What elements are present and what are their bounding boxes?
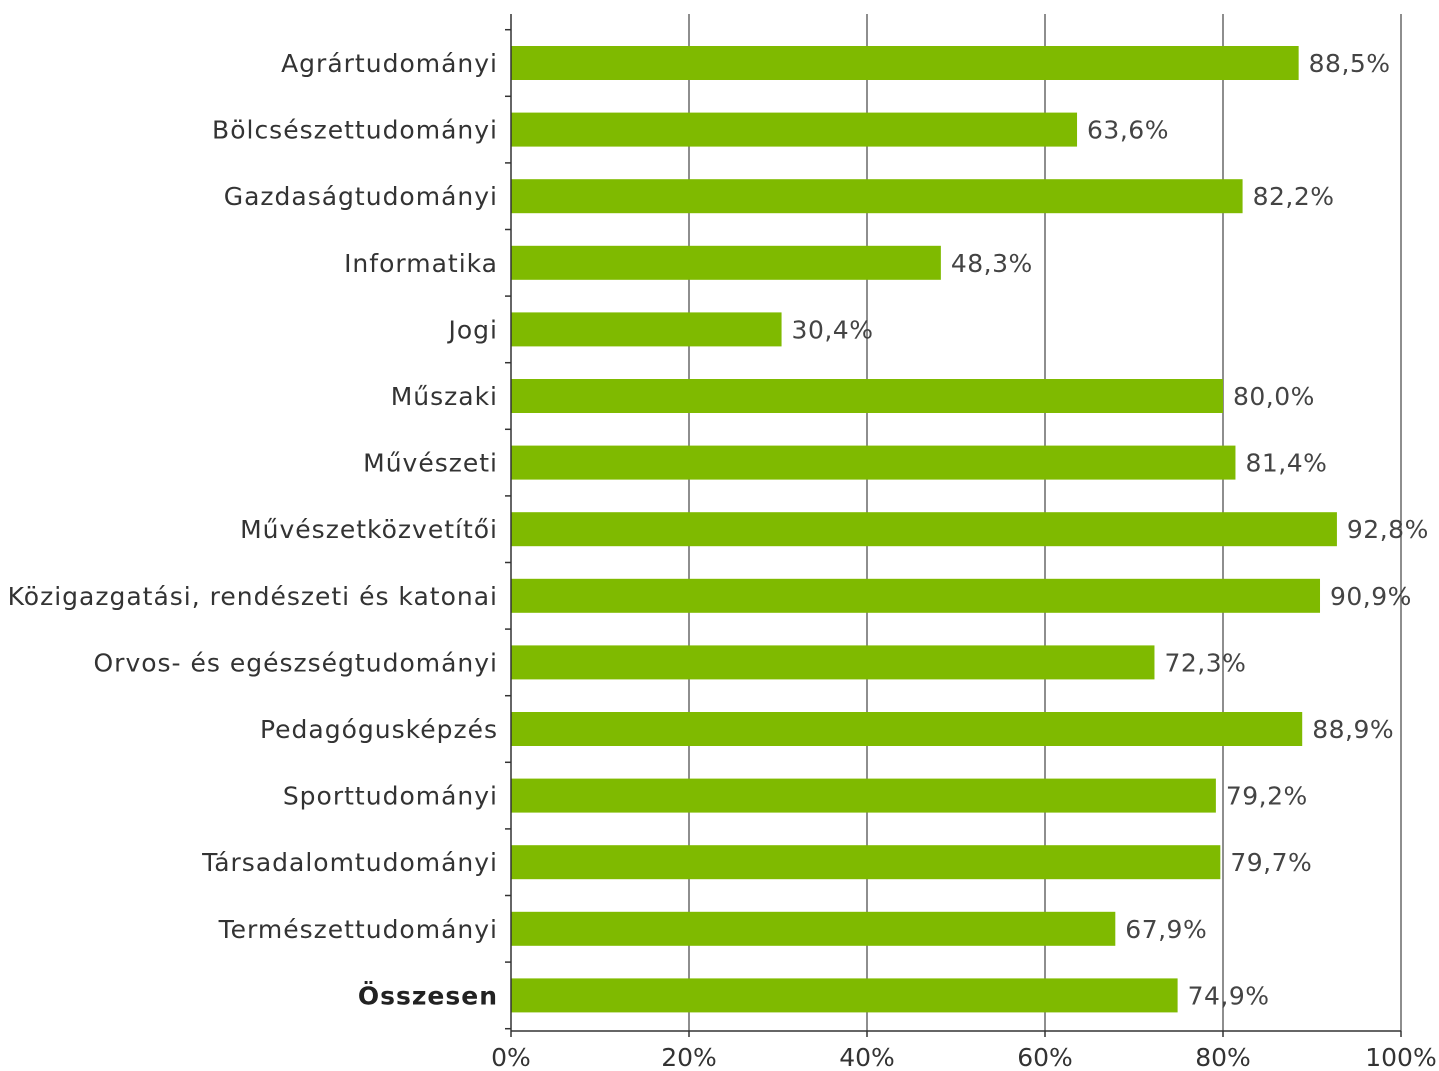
- bar-11: [511, 712, 1303, 746]
- category-labels: Agrártudományi Bölcsészettudományi Gazdasá…: [8, 49, 498, 1010]
- category-label: Informatika: [344, 249, 498, 278]
- bar-9: [511, 578, 1321, 613]
- category-label: Agrártudományi: [281, 49, 498, 78]
- value-label: 79,2%: [1226, 782, 1308, 811]
- value-label: 48,3%: [951, 249, 1033, 278]
- x-tick-label: 60%: [1017, 1043, 1073, 1071]
- category-label: Sporttudományi: [283, 782, 498, 811]
- category-label: Orvos- és egészségtudományi: [93, 648, 498, 677]
- bar-15: [511, 978, 1178, 1013]
- category-label: Összesen: [358, 980, 498, 1010]
- bar-4: [511, 245, 941, 280]
- value-label: 92,8%: [1347, 515, 1429, 544]
- category-label: Társadalomtudományi: [201, 848, 498, 877]
- x-tick-label: 0%: [491, 1043, 531, 1071]
- bars: [511, 46, 1337, 1013]
- bar-7: [511, 445, 1236, 480]
- value-label: 88,9%: [1312, 715, 1394, 744]
- value-label: 72,3%: [1164, 648, 1246, 677]
- x-tick-label: 20%: [661, 1043, 717, 1071]
- category-label: Jogi: [447, 315, 498, 344]
- x-tick-label: 80%: [1195, 1043, 1251, 1071]
- bar-14: [511, 911, 1116, 946]
- bar-3: [511, 179, 1243, 214]
- category-label: Művészetközvetítői: [240, 515, 498, 544]
- category-label: Műszaki: [391, 382, 498, 411]
- value-label: 88,5%: [1309, 49, 1391, 78]
- value-label: 82,2%: [1253, 182, 1335, 211]
- value-label: 81,4%: [1245, 449, 1327, 478]
- axes: [505, 14, 1402, 1037]
- bar-1: [511, 46, 1299, 80]
- category-label: Gazdaságtudományi: [224, 182, 498, 211]
- value-label: 79,7%: [1230, 848, 1312, 877]
- category-label: Természettudományi: [218, 915, 498, 944]
- category-label: Művészeti: [363, 449, 498, 478]
- category-label: Közigazgatási, rendészeti és katonai: [8, 582, 498, 611]
- value-label: 30,4%: [792, 315, 874, 344]
- bar-10: [511, 645, 1155, 680]
- bar-13: [511, 845, 1221, 880]
- x-tick-label: 40%: [839, 1043, 895, 1071]
- category-label: Bölcsészettudományi: [212, 116, 498, 145]
- value-label: 90,9%: [1330, 582, 1412, 611]
- value-label: 63,6%: [1087, 116, 1169, 145]
- value-label: 74,9%: [1188, 981, 1270, 1010]
- value-label: 67,9%: [1125, 915, 1207, 944]
- x-tick-labels: 0% 20% 40% 60% 80% 100%: [491, 1043, 1437, 1071]
- x-tick-label: 100%: [1365, 1043, 1436, 1071]
- bar-12: [511, 778, 1216, 813]
- bar-8: [511, 512, 1337, 547]
- bar-6: [511, 379, 1223, 413]
- value-labels: 88,5% 63,6% 82,2% 48,3% 30,4% 80,0% 81,4% 92,8%…: [792, 49, 1429, 1010]
- value-label: 80,0%: [1233, 382, 1315, 411]
- bar-2: [511, 112, 1078, 147]
- category-label: Pedagógusképzés: [260, 715, 498, 744]
- bar-5: [511, 312, 782, 347]
